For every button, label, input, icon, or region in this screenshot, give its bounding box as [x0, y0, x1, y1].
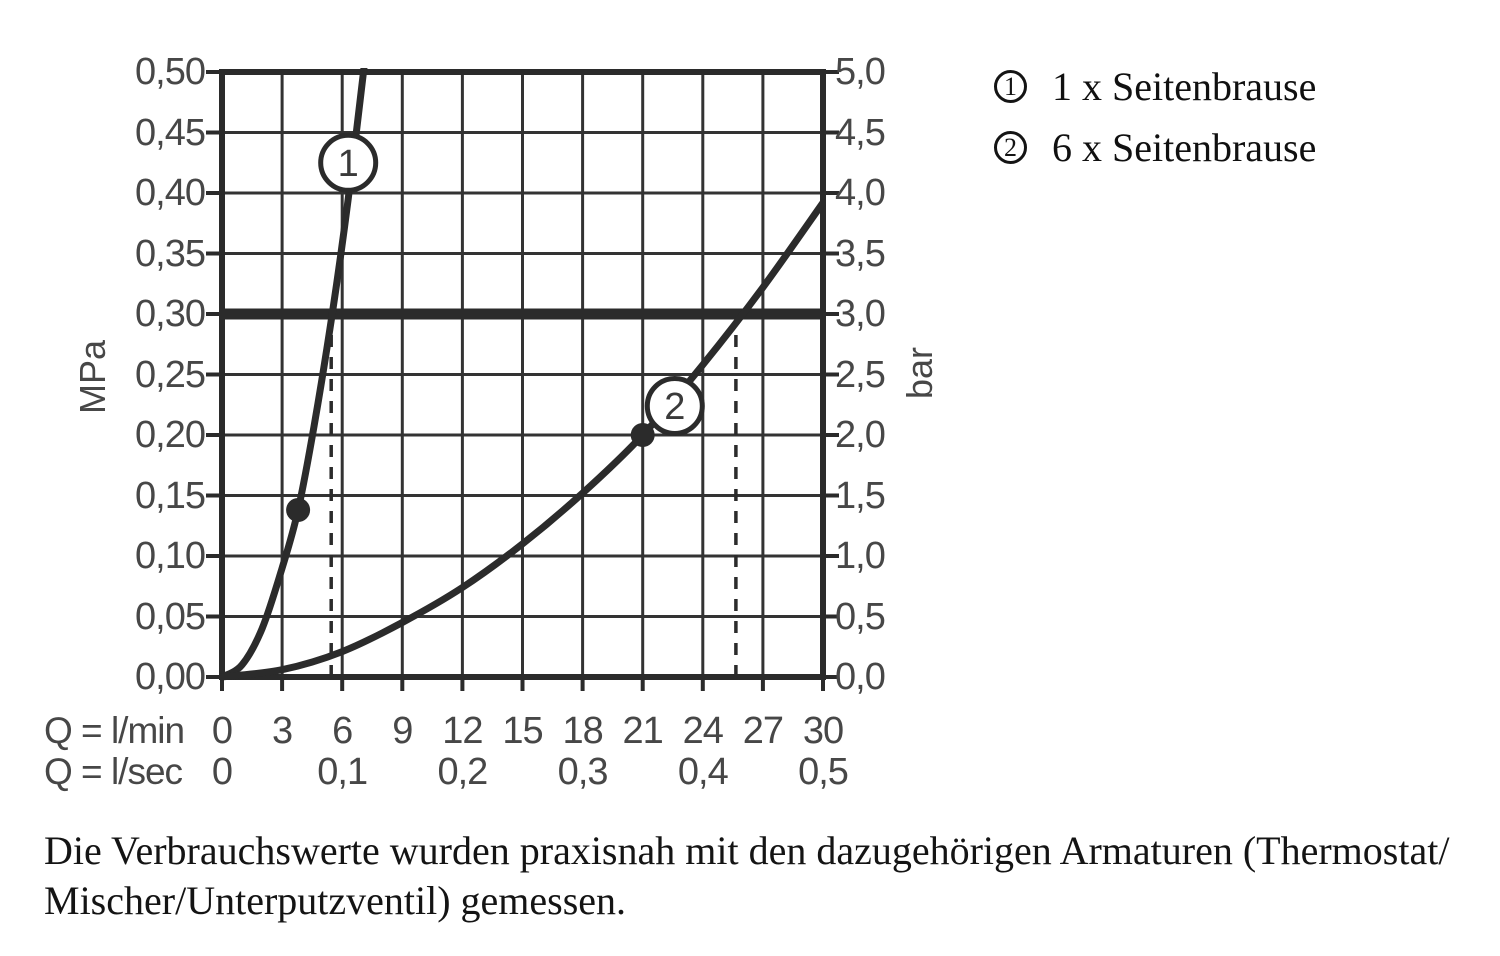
curve-number-text: 2	[664, 386, 685, 428]
left-axis-unit-label: MPa	[72, 339, 113, 415]
right-axis-tick-label: 5,0	[835, 51, 886, 93]
right-axis-tick-label: 4,0	[835, 172, 886, 214]
curve-number-text: 1	[338, 143, 359, 185]
marker-dot-2	[630, 423, 655, 447]
left-axis-tick-label: 0,05	[135, 595, 206, 638]
legend-item: 1 1 x Seitenbrause	[994, 64, 1316, 109]
curve-number-badge-2	[644, 376, 705, 436]
right-axis-tick-label: 3,5	[835, 232, 886, 275]
lmin-tick-label: 3	[272, 710, 293, 752]
lmin-tick-label: 15	[502, 710, 543, 752]
left-axis-tick-label: 0,20	[135, 414, 206, 456]
lmin-tick-label: 0	[211, 710, 233, 752]
right-axis-tick-label: 1,5	[835, 474, 886, 517]
left-axis-tick-label: 0,10	[135, 535, 206, 577]
lmin-tick-label: 24	[682, 710, 724, 752]
curve-2	[219, 199, 826, 681]
left-axis-tick-label: 0,40	[135, 172, 206, 214]
right-axis-tick-label: 2,5	[835, 353, 886, 396]
lmin-tick-label: 18	[562, 710, 603, 752]
right-axis-tick-label: 2,0	[835, 414, 886, 456]
legend-item-label: 6 x Seitenbrause	[1052, 125, 1317, 170]
marker-dot-1	[286, 498, 311, 522]
left-axis-tick-label: 0,30	[135, 293, 206, 335]
flow-lmin-axis-label: Q = l/min	[44, 710, 185, 751]
lmin-tick-label: 30	[802, 710, 844, 752]
legend-item: 2 6 x Seitenbrause	[994, 125, 1316, 170]
left-axis-tick-label: 0,35	[135, 232, 206, 275]
lsec-tick-label: 0,1	[317, 751, 368, 793]
flow-lsec-axis-label: Q = l/sec	[44, 751, 183, 792]
right-axis-tick-label: 0,5	[835, 595, 886, 638]
grid	[222, 72, 823, 677]
right-axis-unit-label: bar	[899, 346, 940, 400]
lsec-tick-label: 0,5	[798, 751, 849, 793]
axis-ticks	[206, 70, 839, 691]
lsec-tick-label: 0,2	[437, 751, 488, 793]
lsec-tick-label: 0,4	[677, 751, 729, 793]
curve-number-badge-1	[318, 132, 379, 193]
left-axis-tick-label: 0,45	[135, 111, 206, 154]
right-axis-tick-label: 0,0	[835, 656, 886, 698]
measurement-note-line: Mischer/Unterputzventil) gemessen.	[44, 878, 627, 923]
lsec-tick-label: 0,3	[557, 751, 609, 793]
lmin-tick-label: 12	[442, 710, 483, 752]
left-axis-tick-label: 0,15	[135, 474, 206, 517]
legend-item-label: 1 x Seitenbrause	[1052, 64, 1317, 109]
measurement-note: Die Verbrauchswerte wurden praxisnah mit…	[44, 826, 1449, 926]
left-axis-tick-label: 0,00	[135, 656, 206, 698]
lmin-tick-label: 6	[332, 710, 353, 752]
flow-pressure-chart: 12	[206, 68, 839, 691]
lmin-tick-label: 21	[622, 710, 664, 752]
left-axis-tick-label: 0,25	[135, 353, 206, 396]
right-axis-tick-label: 4,5	[835, 111, 886, 154]
right-axis-tick-label: 3,0	[835, 293, 886, 335]
lsec-tick-label: 0	[211, 751, 233, 793]
curve-1	[219, 68, 368, 681]
lmin-tick-label: 27	[742, 710, 784, 752]
left-axis-tick-label: 0,50	[135, 51, 206, 93]
measurement-note-line: Die Verbrauchswerte wurden praxisnah mit…	[44, 828, 1450, 873]
chart-legend: 1 1 x Seitenbrause 2 6 x Seitenbrause	[994, 64, 1316, 192]
legend-item-number-badge: 1	[994, 70, 1027, 103]
right-axis-tick-label: 1,0	[835, 535, 886, 577]
lmin-tick-label: 9	[392, 710, 413, 752]
legend-item-number-badge: 2	[994, 131, 1027, 164]
